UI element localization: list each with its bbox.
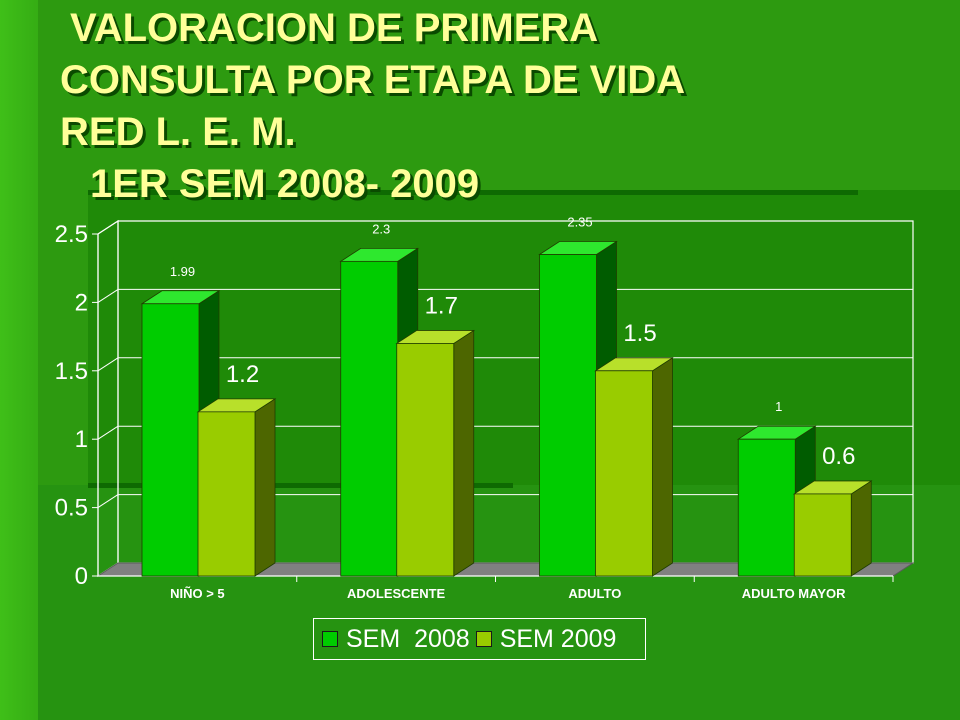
legend-label-2008: SEM 2008	[346, 624, 470, 653]
y-tick-label: 2.5	[55, 221, 88, 248]
gridline-side	[97, 425, 119, 440]
data-label-2008: 1.99	[170, 264, 195, 279]
data-label-2008: 2.3	[372, 221, 390, 236]
gridline-side	[97, 220, 119, 235]
bar-2009	[595, 370, 653, 577]
y-tick-label: 0	[75, 563, 88, 590]
y-tick-label: 1.5	[55, 358, 88, 385]
gridline-side	[97, 288, 119, 303]
background-band-left	[0, 0, 38, 720]
bar-side-2009	[652, 357, 673, 577]
title-line-4: 1ER SEM 2008- 2009	[90, 162, 480, 206]
slide-title: VALORACION DE PRIMERA CONSULTA POR ETAPA…	[60, 2, 940, 210]
decorative-rule-middle	[88, 483, 513, 488]
plot-side-wall	[97, 219, 119, 578]
bar-2009	[396, 343, 455, 577]
bar-2008	[737, 438, 796, 577]
category-label: NIÑO > 5	[170, 586, 225, 601]
y-tick-label: 0.5	[55, 495, 88, 522]
legend-label-2009: SEM 2009	[499, 624, 617, 653]
title-line-2: CONSULTA POR ETAPA DE VIDA	[60, 58, 686, 102]
category-label: ADULTO	[568, 586, 621, 601]
title-line-3: RED L. E. M.	[60, 110, 296, 154]
bar-side-2009	[850, 480, 872, 577]
bar-side-2009	[254, 398, 276, 577]
data-label-2008: 2.35	[567, 215, 592, 230]
data-label-2009: 1.5	[623, 320, 656, 347]
chart-legend: SEM 2008 SEM 2009	[313, 618, 646, 660]
data-label-2009: 1.2	[226, 361, 259, 388]
gridline-side	[97, 357, 119, 372]
bar-2008	[141, 303, 200, 577]
category-label: ADOLESCENTE	[347, 586, 446, 601]
category-label: ADULTO MAYOR	[742, 586, 846, 601]
bar-2008	[539, 254, 597, 577]
legend-swatch-2009	[475, 631, 492, 647]
bar-2008	[340, 260, 399, 577]
legend-item-2008: SEM 2008	[322, 625, 470, 654]
data-label-2009: 1.7	[425, 292, 458, 319]
bar-2009	[793, 493, 852, 577]
decorative-rule-top	[88, 190, 858, 195]
gridline-side	[97, 494, 119, 509]
data-label-2008: 1	[775, 399, 782, 414]
y-tick-label: 2	[75, 289, 88, 316]
y-tick-label: 1	[75, 426, 88, 453]
legend-swatch-2008	[322, 631, 338, 647]
title-line-1: VALORACION DE PRIMERA	[70, 6, 599, 50]
data-label-2009: 0.6	[822, 443, 855, 470]
bar-2009	[197, 411, 256, 577]
bar-side-2009	[453, 329, 475, 577]
legend-item-2009: SEM 2009	[475, 624, 617, 654]
